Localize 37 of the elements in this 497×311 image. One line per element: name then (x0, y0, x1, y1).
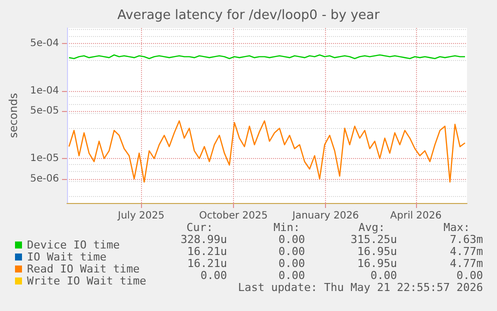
y-tick-label: 5e-05 (30, 106, 59, 117)
text: 16.21u (187, 257, 227, 270)
text: Min: (274, 221, 300, 234)
x-tick-label: April 2026 (390, 210, 442, 222)
x-tick-label: October 2025 (199, 210, 268, 222)
text: Max: (444, 221, 470, 234)
legend-label: IO Wait time (27, 250, 106, 264)
y-axis-title: seconds (7, 92, 20, 138)
legend-label: Device IO time (27, 238, 120, 252)
text: 7.63m (450, 233, 484, 246)
y-tick-label: 5e-06 (30, 173, 59, 184)
text: Cur: (186, 221, 213, 234)
text: 0.00 (278, 245, 305, 258)
text: 0.00 (200, 269, 227, 282)
text: 16.95u (357, 257, 397, 270)
text: 16.95u (357, 245, 397, 258)
legend-label: Write IO Wait time (27, 274, 146, 288)
x-tick-label: July 2025 (116, 210, 164, 222)
chart-title: Average latency for /dev/loop0 - by year (117, 8, 380, 23)
y-tick-label: 5e-04 (30, 38, 59, 50)
text: 0.00 (456, 269, 483, 282)
text: Last update: Thu May 21 22:55:57 2026 (238, 281, 483, 294)
x-tick-label: January 2026 (291, 210, 359, 222)
text: 4.77m (450, 257, 484, 270)
legend-label: Read IO Wait time (27, 262, 140, 276)
y-tick-label: 1e-04 (30, 85, 59, 96)
text: 315.25u (350, 233, 397, 246)
text: 4.77m (450, 245, 484, 258)
text: Avg: (358, 221, 385, 234)
line-series (68, 120, 466, 183)
text: 0.00 (278, 257, 305, 270)
text: 0.00 (370, 269, 397, 282)
text: 0.00 (278, 269, 305, 282)
y-tick-label: 1e-05 (30, 153, 59, 164)
text: 328.99u (180, 233, 227, 246)
text: 0.00 (278, 233, 305, 246)
text: 16.21u (187, 245, 227, 258)
